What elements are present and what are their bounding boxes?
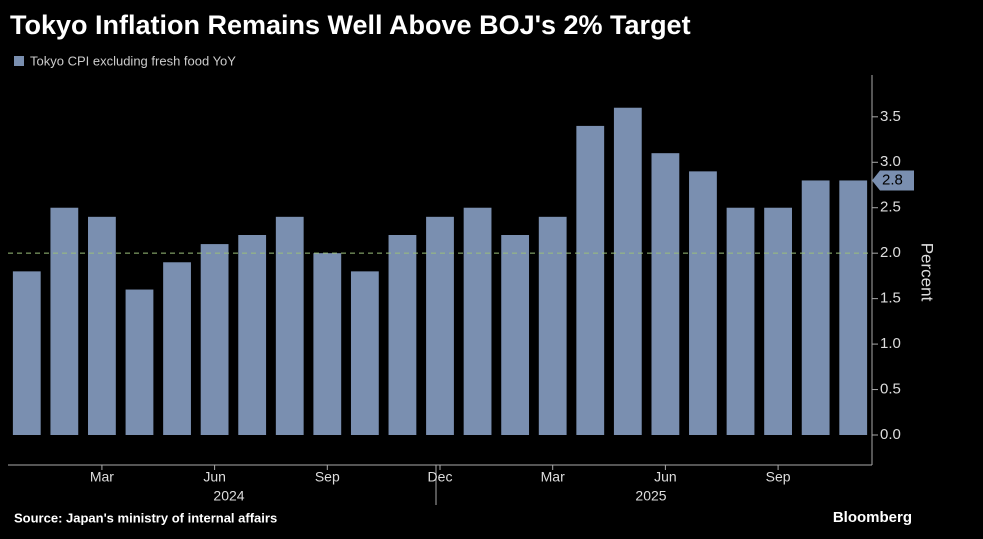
y-tick-label: 0.5 [880, 381, 901, 398]
bar [238, 235, 267, 435]
chart-title: Tokyo Inflation Remains Well Above BOJ's… [10, 10, 691, 40]
bar [576, 125, 605, 435]
y-tick-label: 3.5 [880, 108, 901, 125]
y-tick-label: 2.0 [880, 244, 901, 261]
x-tick-label: Dec [428, 469, 453, 485]
year-label: 2025 [635, 488, 666, 504]
bar [12, 271, 41, 435]
legend-swatch [14, 56, 24, 66]
legend-label: Tokyo CPI excluding fresh food YoY [30, 53, 236, 68]
bar [651, 153, 680, 435]
x-tick-label: Sep [315, 469, 340, 485]
bar [839, 180, 868, 435]
bar [463, 207, 492, 435]
x-tick-label: Sep [766, 469, 791, 485]
year-label: 2024 [213, 488, 244, 504]
bar [275, 216, 304, 435]
bar [689, 171, 717, 435]
x-tick-label: Jun [654, 469, 677, 485]
y-axis-label: Percent [918, 243, 937, 302]
y-tick-label: 1.5 [880, 290, 901, 307]
bar [388, 235, 417, 435]
x-tick-label: Mar [90, 469, 114, 485]
bar [88, 216, 116, 435]
bar [538, 216, 567, 435]
bar [125, 289, 154, 435]
bar [613, 107, 642, 436]
value-label: 2.8 [882, 171, 903, 188]
bar [313, 253, 342, 435]
bar [50, 207, 79, 435]
value-tag [872, 170, 914, 191]
bar [501, 235, 530, 435]
bar [350, 271, 379, 435]
bar [726, 207, 755, 435]
y-tick-label: 0.0 [880, 426, 901, 443]
bar [764, 207, 792, 435]
x-tick-label: Jun [203, 469, 226, 485]
y-tick-label: 3.0 [880, 153, 901, 170]
x-tick-label: Mar [541, 469, 565, 485]
source: Source: Japan's ministry of internal aff… [14, 510, 277, 525]
y-tick-label: 2.5 [880, 199, 901, 216]
bar [163, 262, 191, 435]
y-tick-label: 1.0 [880, 335, 901, 352]
brand: Bloomberg [833, 509, 912, 526]
bar [801, 180, 830, 435]
bar [426, 216, 454, 435]
bar [200, 244, 229, 435]
